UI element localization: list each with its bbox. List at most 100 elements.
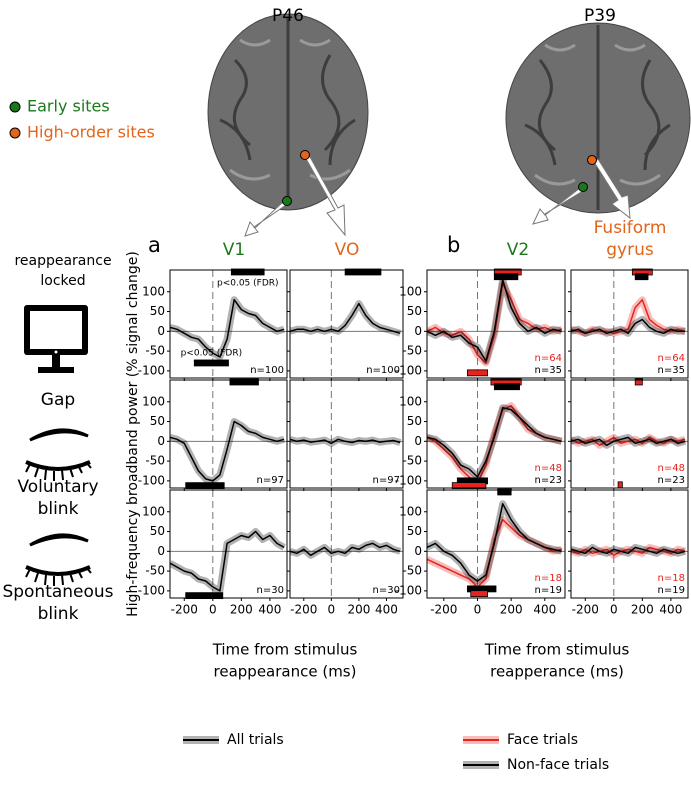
- panel: -200 0 200 400 n=30: [287, 489, 404, 617]
- y-tick-label: 100: [142, 504, 165, 518]
- panel: -100 -50 0 50 100 -200 0 200 400 n=30: [138, 489, 288, 617]
- series-line: [290, 438, 401, 445]
- eye-icon: [25, 533, 92, 586]
- region-title: VO: [335, 240, 360, 260]
- series-line: [290, 542, 401, 557]
- series-line: [571, 546, 686, 557]
- y-tick-label: 50: [407, 414, 422, 428]
- legend-label: Non-face trials: [507, 757, 609, 773]
- panel-frame: [169, 379, 288, 489]
- x-tick-label: -200: [171, 603, 198, 617]
- brain-p39: [505, 22, 691, 225]
- x-tick-label: 0: [328, 603, 336, 617]
- n-label: n=19: [535, 585, 562, 596]
- brain-label: P39: [584, 6, 616, 26]
- panel-frame: [289, 269, 404, 379]
- region-title: V1: [223, 240, 245, 260]
- condition-label: blink: [38, 499, 79, 519]
- significance-bar: [466, 369, 488, 377]
- x-tick-label: 200: [500, 603, 523, 617]
- significance-bar: [185, 482, 225, 490]
- y-tick-label: 100: [399, 394, 422, 408]
- condition-label: Gap: [41, 390, 75, 410]
- y-tick-label: -100: [395, 583, 422, 597]
- panel: -100 -50 0 50 100 n=48n=23: [395, 378, 566, 491]
- n-label: n=48: [535, 463, 562, 474]
- series-line: [571, 436, 686, 447]
- y-tick-label: -100: [138, 583, 165, 597]
- series-line: [571, 546, 686, 555]
- legend-label: All trials: [227, 732, 284, 748]
- significance-bar: [470, 590, 488, 598]
- y-tick-label: -100: [395, 473, 422, 487]
- significance-note: p<0.05 (FDR): [181, 348, 243, 358]
- lock-label: locked: [40, 273, 85, 289]
- n-label: n=48: [658, 463, 685, 474]
- n-label: n=35: [535, 365, 562, 376]
- y-tick-label: 0: [414, 324, 422, 338]
- panel: n=48n=23: [568, 378, 689, 491]
- significance-bar: [634, 273, 649, 281]
- site-label: High-order sites: [27, 123, 155, 142]
- x-axis-label: reapperance (ms): [490, 663, 624, 681]
- series-line: [427, 279, 562, 362]
- y-tick-label: -50: [402, 564, 422, 578]
- y-tick-label: -100: [395, 363, 422, 377]
- y-tick-label: 0: [157, 324, 165, 338]
- series-line: [427, 406, 562, 478]
- significance-bar: [497, 488, 512, 496]
- y-tick-label: -50: [145, 454, 165, 468]
- panel: -100 -50 0 50 100 -200 0 200 400 n=18n=19: [395, 488, 566, 617]
- panel: n=100: [287, 268, 404, 381]
- y-tick-label: -50: [402, 454, 422, 468]
- site-label: Early sites: [27, 97, 110, 116]
- panel: n=64n=35: [568, 268, 689, 381]
- panel: -100 -50 0 50 100 p<0.05 (FDR) p<0.05 (FDR) n=1…: [138, 268, 288, 381]
- confidence-band: [170, 528, 286, 595]
- region-title: Fusiform: [594, 218, 667, 238]
- condition-label: Voluntary: [17, 477, 98, 497]
- significance-bar: [344, 268, 382, 276]
- panel-frame: [570, 269, 689, 379]
- n-label: n=97: [373, 475, 400, 486]
- region-title: gyrus: [606, 240, 654, 260]
- x-tick-label: 0: [474, 603, 482, 617]
- n-label: n=19: [658, 585, 685, 596]
- y-axis-label: High-frequency broadband power (% signal…: [125, 251, 141, 617]
- series-line: [170, 530, 285, 592]
- y-tick-label: -100: [138, 473, 165, 487]
- y-tick-label: 0: [157, 434, 165, 448]
- panel-letter: b: [447, 233, 460, 257]
- x-tick-label: 400: [533, 603, 556, 617]
- panel-frame: [289, 379, 404, 489]
- significance-bar: [193, 359, 229, 367]
- y-tick-label: 0: [414, 544, 422, 558]
- y-tick-label: -100: [138, 363, 165, 377]
- x-tick-label: -200: [290, 603, 317, 617]
- monitor-icon: [24, 305, 88, 373]
- brain-p46: [207, 13, 369, 237]
- y-tick-label: 0: [157, 544, 165, 558]
- panel-frame: [570, 489, 689, 599]
- x-tick-label: -200: [430, 603, 457, 617]
- x-tick-label: 200: [230, 603, 253, 617]
- significance-bar: [229, 378, 259, 386]
- y-tick-label: 0: [414, 434, 422, 448]
- significance-note: p<0.05 (FDR): [217, 278, 279, 288]
- eye-icon: [25, 428, 92, 481]
- lock-label: reappearance: [14, 253, 111, 269]
- x-axis-label: reappearance (ms): [214, 663, 357, 681]
- n-label: n=100: [366, 365, 400, 376]
- series-line: [170, 420, 285, 482]
- y-tick-label: 50: [150, 304, 165, 318]
- y-tick-label: 50: [407, 304, 422, 318]
- y-tick-label: 100: [399, 284, 422, 298]
- y-tick-label: 100: [142, 284, 165, 298]
- panel-frame: [570, 379, 689, 489]
- panel-frame: [426, 489, 566, 599]
- confidence-band: [427, 276, 563, 365]
- n-label: n=100: [250, 365, 284, 376]
- condition-label: Spontaneous: [2, 582, 113, 602]
- panel: -100 -50 0 50 100 n=97: [138, 378, 288, 491]
- x-tick-label: 0: [610, 603, 618, 617]
